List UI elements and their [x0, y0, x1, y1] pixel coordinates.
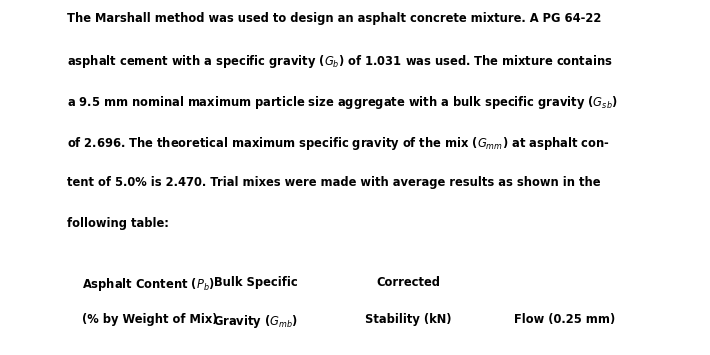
Text: Flow (0.25 mm): Flow (0.25 mm) — [514, 313, 615, 327]
Text: following table:: following table: — [67, 217, 169, 230]
Text: The Marshall method was used to design an asphalt concrete mixture. A PG 64-22: The Marshall method was used to design a… — [67, 12, 602, 26]
Text: 9: 9 — [560, 354, 569, 355]
Text: 2.360: 2.360 — [237, 354, 274, 355]
Text: 4.0: 4.0 — [125, 354, 145, 355]
Text: Bulk Specific: Bulk Specific — [214, 276, 297, 289]
Text: a 9.5 mm nominal maximum particle size aggregate with a bulk specific gravity ($: a 9.5 mm nominal maximum particle size a… — [67, 94, 618, 111]
Text: 6.3: 6.3 — [398, 354, 418, 355]
Text: Gravity ($G_{mb}$): Gravity ($G_{mb}$) — [213, 313, 298, 331]
Text: Asphalt Content ($P_b$): Asphalt Content ($P_b$) — [82, 276, 214, 293]
Text: Corrected: Corrected — [376, 276, 440, 289]
Text: tent of 5.0% is 2.470. Trial mixes were made with average results as shown in th: tent of 5.0% is 2.470. Trial mixes were … — [67, 176, 601, 189]
Text: (% by Weight of Mix): (% by Weight of Mix) — [82, 313, 217, 327]
Text: asphalt cement with a specific gravity ($G_b$) of 1.031 was used. The mixture co: asphalt cement with a specific gravity (… — [67, 53, 613, 70]
Text: of 2.696. The theoretical maximum specific gravity of the mix ($G_{mm}$) at asph: of 2.696. The theoretical maximum specif… — [67, 135, 610, 152]
Text: Stability (kN): Stability (kN) — [365, 313, 452, 327]
